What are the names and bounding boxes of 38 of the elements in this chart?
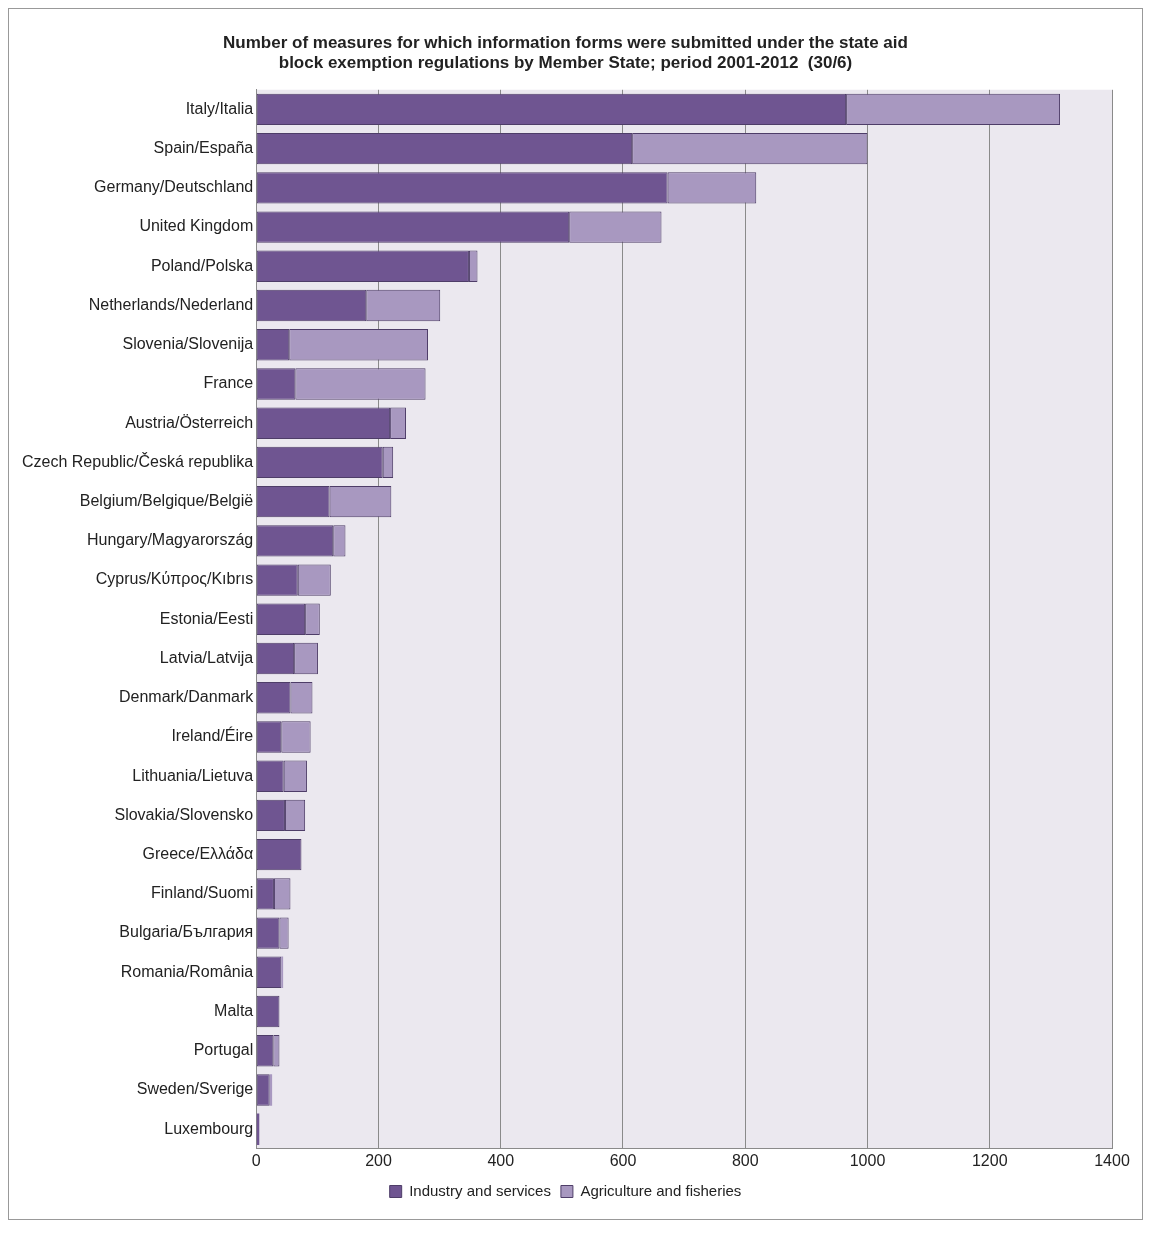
x-tick-label: 600: [609, 1151, 637, 1169]
x-tick-label: 1000: [849, 1151, 886, 1169]
x-tick-label: 0: [251, 1151, 261, 1169]
y-tick-label: Cyprus/Κύπρος/Kıbrıs: [95, 570, 254, 588]
y-tick-label: Slovenia/Slovenija: [122, 335, 254, 353]
y-tick-label: Luxembourg: [164, 1119, 254, 1137]
y-tick-label: Italy/Italia: [185, 99, 254, 117]
y-tick-label: Finland/Suomi: [150, 884, 254, 902]
y-tick-label: Czech Republic/Česká republika: [21, 451, 254, 470]
y-tick-label: Hungary/Magyarország: [86, 531, 254, 549]
y-tick-label: Ireland/Éire: [171, 726, 254, 745]
y-tick-label: Germany/Deutschland: [94, 178, 254, 196]
y-tick-label: Denmark/Danmark: [118, 688, 255, 706]
legend-label: Industry and services: [409, 1181, 551, 1199]
x-tick-label: 1400: [1094, 1151, 1130, 1169]
y-tick-label: Latvia/Latvija: [159, 648, 254, 666]
y-tick-label: Romania/România: [120, 962, 254, 980]
x-tick-label: 1200: [971, 1151, 1008, 1169]
y-tick-label: Netherlands/Nederland: [88, 295, 254, 313]
y-tick-label: Greece/Ελλάδα: [142, 845, 254, 863]
x-tick-label: 400: [487, 1151, 515, 1169]
y-tick-label: Spain/España: [153, 139, 254, 157]
y-tick-label: Slovakia/Slovensko: [114, 805, 254, 823]
y-tick-label: Belgium/Belgique/België: [79, 492, 254, 510]
y-tick-label: Portugal: [193, 1041, 254, 1059]
chart-title: Number of measures for which information forms were submitted under the state aid block exemption regulations by Member State; period 2001-2012 (30/6): [223, 32, 908, 73]
y-tick-label: Malta: [214, 1001, 254, 1019]
x-tick-label: 200: [365, 1151, 392, 1169]
y-tick-label: United Kingdom: [139, 217, 254, 235]
y-tick-label: Lithuania/Lietuva: [132, 766, 254, 784]
y-tick-label: Estonia/Eesti: [159, 609, 254, 627]
y-tick-label: Bulgaria/България: [119, 923, 254, 941]
y-tick-label: Poland/Polska: [150, 256, 254, 274]
y-tick-label: Sweden/Sverige: [136, 1080, 254, 1098]
legend-label: Agriculture and fisheries: [580, 1181, 742, 1199]
y-tick-label: France: [203, 374, 254, 392]
x-tick-label: 800: [731, 1151, 759, 1169]
y-tick-label: Austria/Österreich: [125, 413, 254, 431]
